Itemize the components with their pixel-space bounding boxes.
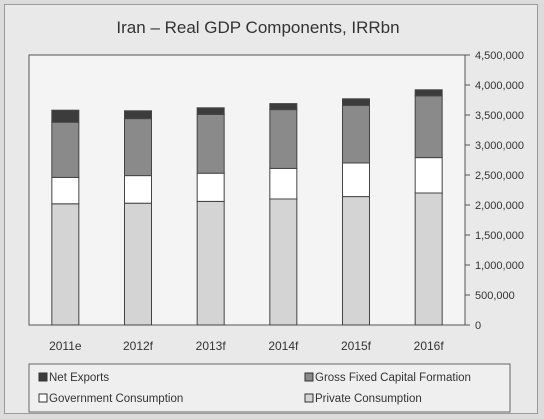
bar-segment — [51, 176, 80, 205]
legend-swatch — [38, 372, 48, 382]
plot-area — [28, 54, 466, 326]
x-tick-label: 2015f — [341, 339, 372, 353]
legend-swatch — [304, 393, 314, 403]
bar-segment — [196, 200, 225, 326]
bar-segment — [196, 107, 225, 115]
y-tick-label: 0 — [475, 320, 481, 332]
legend-box — [28, 363, 511, 413]
bar-segment — [342, 98, 370, 106]
bar-segment — [269, 103, 298, 111]
y-tick-label: 4,500,000 — [475, 50, 524, 62]
y-tick-label: 2,000,000 — [475, 200, 524, 212]
legend: Net Exports Gross Fixed Capital Formation… — [38, 372, 471, 405]
y-tick-label: 1,000,000 — [475, 260, 524, 272]
legend-label: Private Consumption — [315, 393, 422, 405]
bar-segment — [414, 89, 443, 97]
y-tick-label: 1,500,000 — [475, 230, 524, 242]
x-tick-label: 2011e — [49, 339, 82, 353]
bar-segment — [51, 203, 80, 326]
bar-segment — [124, 202, 152, 326]
bar-segment — [196, 172, 225, 202]
bar-segment — [342, 104, 370, 164]
x-tick-label: 2014f — [268, 339, 299, 353]
x-axis: 2011e 2012f 2013f 2014f 2015f 2016f — [49, 339, 444, 353]
bar-segment — [124, 118, 152, 177]
y-tick-label: 3,500,000 — [475, 110, 524, 122]
legend-label: Net Exports — [49, 372, 109, 384]
bars-group — [51, 89, 443, 326]
y-tick-label: 500,000 — [475, 290, 515, 302]
bar-segment — [196, 113, 225, 174]
bar-segment — [124, 110, 152, 120]
x-tick-label: 2016f — [414, 339, 445, 353]
bar-segment — [414, 192, 443, 326]
bar-segment — [269, 109, 298, 169]
y-tick-label: 2,500,000 — [475, 170, 524, 182]
x-tick-label: 2013f — [196, 339, 227, 353]
bar-segment — [51, 109, 80, 123]
legend-swatch — [38, 393, 48, 403]
bar-segment — [269, 198, 298, 326]
y-tick-label: 3,000,000 — [475, 140, 524, 152]
x-tick-label: 2012f — [123, 339, 154, 353]
bar-segment — [414, 157, 443, 194]
bar-segment — [269, 167, 298, 200]
bar-segment — [342, 162, 370, 198]
y-axis: 0 500,000 1,000,000 1,500,000 2,000,000 2,500… — [465, 50, 524, 332]
legend-label: Gross Fixed Capital Formation — [315, 372, 471, 384]
bar-segment — [51, 121, 80, 178]
y-tick-label: 4,000,000 — [475, 80, 524, 92]
bar-segment — [342, 196, 370, 326]
legend-swatch — [304, 372, 314, 382]
legend-label: Government Consumption — [49, 393, 183, 405]
bar-segment — [124, 175, 152, 204]
chart-title: Iran – Real GDP Components, IRRbn — [116, 18, 399, 37]
bar-segment — [414, 95, 443, 159]
